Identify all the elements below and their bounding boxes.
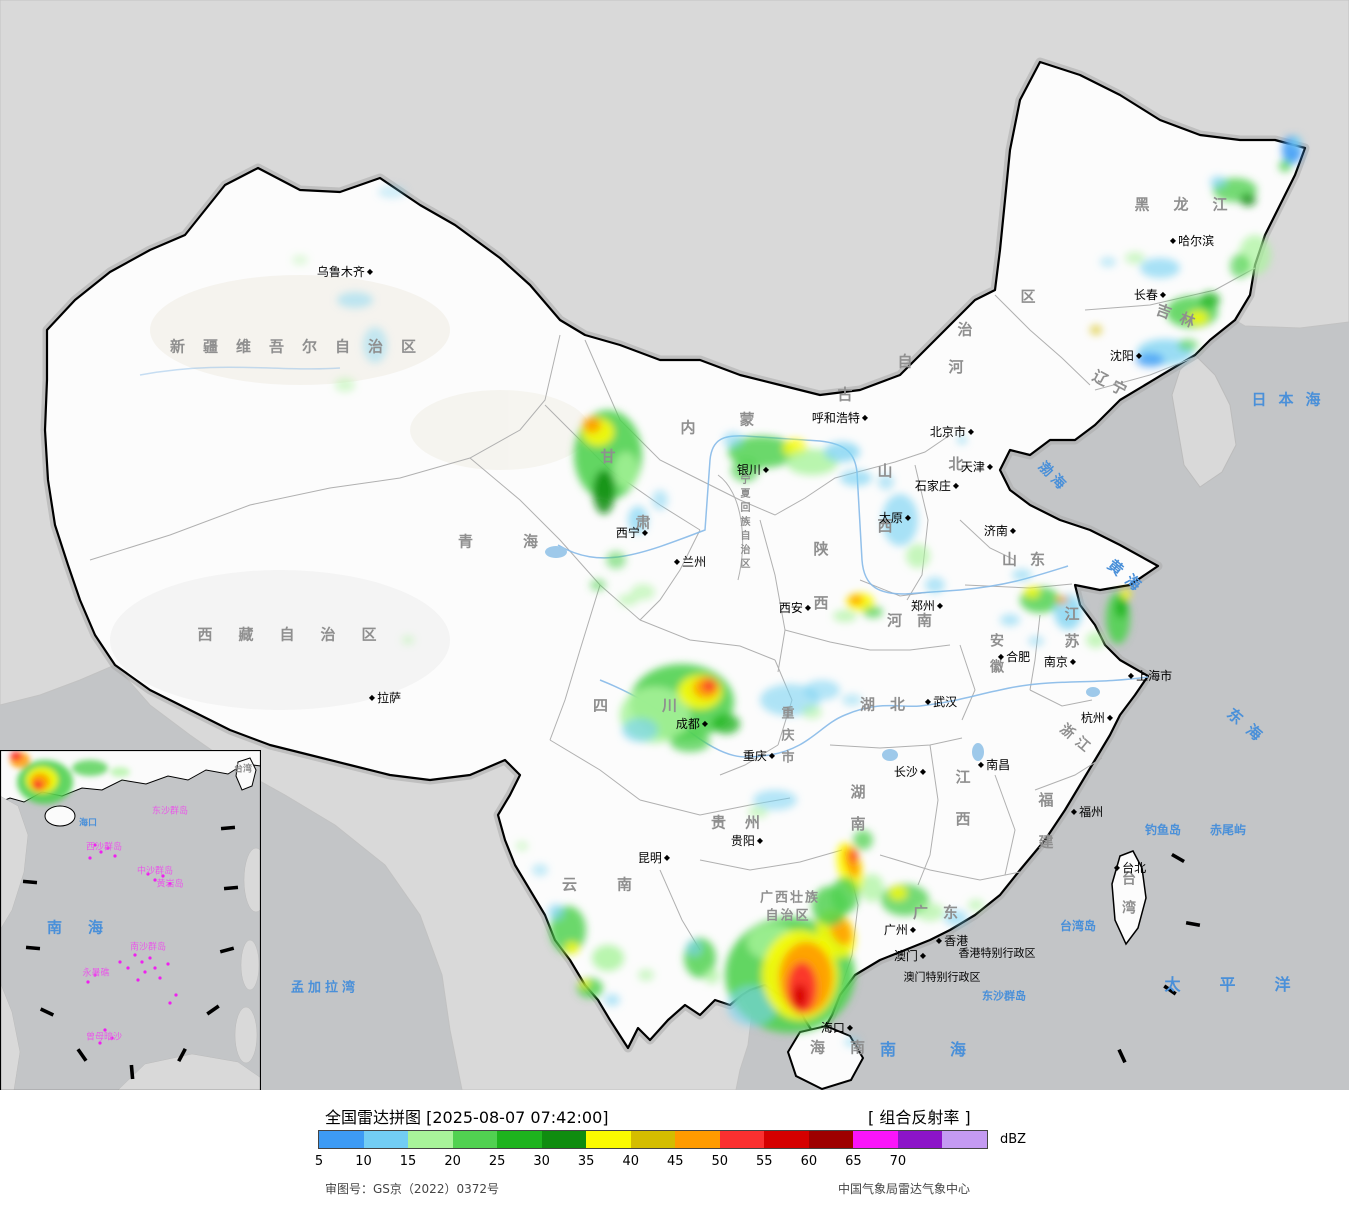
colorbar-tick: 70 (889, 1154, 907, 1169)
colorbar-tick: 20 (444, 1154, 461, 1169)
map-title: 全国雷达拼图 [2025-08-07 07:42:00] (325, 1108, 609, 1127)
colorbar-segment: 60 (801, 1131, 854, 1169)
colorbar-segment: 65 (845, 1131, 898, 1169)
dbz-unit-label: dBZ (1000, 1132, 1027, 1147)
inset-border (0, 750, 261, 1090)
base-map (0, 0, 1349, 1090)
colorbar-segment: 15 (400, 1131, 453, 1169)
colorbar-segment: 20 (444, 1131, 498, 1169)
colorbar-tick: 65 (845, 1154, 862, 1169)
inset-radar-echo-layer (10, 751, 130, 804)
inset-malay (0, 981, 21, 1090)
colorbar-tick: 60 (800, 1154, 818, 1169)
inset-taiwan (235, 757, 257, 791)
colorbar-segment: 45 (667, 1131, 720, 1169)
colorbar-tick: 30 (533, 1154, 550, 1169)
colorbar-segment: 55 (756, 1131, 809, 1169)
taiwan-island (1111, 850, 1147, 946)
inset-dash-layer (22, 825, 239, 1080)
data-source: 中国气象局雷达气象中心 (838, 1182, 971, 1196)
colorbar-segment: 5 (315, 1131, 364, 1169)
inset-hainan (44, 805, 76, 827)
colorbar-segment: 50 (712, 1131, 765, 1169)
inset-vietnam (0, 795, 29, 931)
colorbar-tick: 5 (314, 1154, 324, 1169)
colorbar-tick: 45 (666, 1154, 684, 1169)
colorbar-segment: 40 (622, 1131, 676, 1169)
map-approval-number: 审图号：GS京（2022）0372号 (325, 1182, 499, 1196)
colorbar-segment: 70 (890, 1131, 943, 1169)
colorbar-segment (942, 1131, 987, 1148)
lakes (545, 546, 1100, 761)
china-radar-map: 新疆维吾尔自治区 西藏自治区 青海甘肃内蒙古自治区宁夏回族自治区 陕西 山西 河北 山东 河南… (0, 0, 1349, 1090)
inset-philippines (234, 847, 261, 1064)
colorbar-tick: 35 (577, 1154, 595, 1169)
colorbar-tick: 40 (622, 1154, 639, 1169)
inset-sea (0, 750, 261, 1090)
colorbar-segment: 30 (533, 1131, 587, 1169)
product-name: [ 组合反射率 ] (868, 1108, 971, 1127)
hainan-island (786, 1024, 865, 1090)
colorbar-tick: 10 (355, 1154, 372, 1169)
terrain-tint (110, 275, 590, 710)
inset-borneo (117, 1053, 261, 1090)
maritime-dash-layer (1117, 852, 1201, 1064)
korea-peninsula (1171, 354, 1237, 488)
dbz-colorbar: 5 10 15 20 25 30 35 40 45 50 55 60 65 70 (315, 1130, 988, 1169)
colorbar-tick: 25 (488, 1154, 506, 1169)
colorbar-tick: 15 (399, 1154, 417, 1169)
colorbar-segment: 35 (578, 1131, 631, 1169)
legend-bar: 全国雷达拼图 [2025-08-07 07:42:00] [ 组合反射率 ] 5… (0, 1090, 1349, 1208)
colorbar-segment: 25 (489, 1131, 542, 1169)
south-china-sea-inset (0, 750, 261, 1090)
inset-islands-layer (86, 843, 178, 1045)
radar-echo-layer (292, 136, 1302, 1047)
colorbar-tick: 55 (756, 1154, 773, 1169)
colorbar-segment: 10 (355, 1131, 409, 1169)
colorbar-tick: 50 (711, 1154, 729, 1169)
